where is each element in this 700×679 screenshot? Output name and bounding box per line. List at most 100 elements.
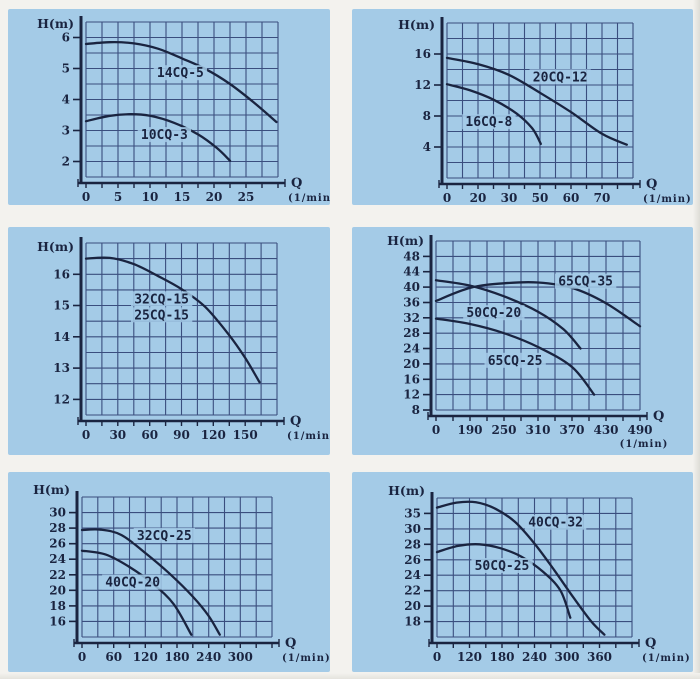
y-tick-label: 28 [403,326,420,340]
x-tick-label: 150 [233,428,258,442]
y-tick-label: 36 [403,296,420,310]
head-axis-label: H(m) [387,233,424,248]
x-tick-label: 370 [559,423,584,437]
y-tick-label: 22 [404,584,421,598]
head-axis-label: H(m) [398,17,435,32]
series-label: 50CQ-25 [475,559,530,574]
q-axis-label: Q [645,636,656,651]
head-axis-label: H(m) [37,16,74,31]
y-tick-label: 4 [62,93,70,107]
series-label: 32CQ-25 [137,529,192,544]
series-label-backing [555,273,617,289]
q-axis-label: Q [653,409,664,424]
y-tick-label: 16 [49,614,66,628]
y-tick-label: 6 [62,31,70,45]
x-tick-label: 10 [142,190,159,204]
x-tick-label: 5 [114,190,122,204]
flow-unit-label: (1/min) [282,653,330,664]
series-label-backing [133,527,195,543]
x-tick-label: 240 [522,650,547,664]
y-tick-label: 30 [49,506,66,520]
series-label: 20CQ-12 [533,70,588,85]
pump-curve-14cq-5 [84,40,278,124]
y-tick-label: 12 [53,392,70,406]
y-tick-label: 16 [53,267,70,281]
scan-edge-shadow-right [693,0,700,679]
x-tick-label: 120 [201,428,226,442]
x-tick-label: 180 [164,650,189,664]
pump-curve-32cq-25 [80,528,221,636]
pump-curve-65cq-35 [434,281,642,328]
pump-curve-65cq-25 [434,317,596,396]
pump-curve-10cq-3 [84,113,232,162]
head-axis-label: H(m) [33,482,70,497]
y-tick-label: 3 [62,124,70,138]
y-tick-label: 22 [49,568,66,582]
series-label-backing [131,307,193,323]
y-tick-label: 13 [53,361,70,375]
series-label-backing [471,558,533,573]
y-tick-label: 5 [62,62,70,76]
head-axis-label: H(m) [37,239,74,254]
y-tick-label: 20 [49,583,66,597]
x-tick-label: 60 [141,428,158,442]
x-tick-label: 30 [501,191,518,205]
series-label: 16CQ-8 [465,115,512,130]
series-label-backing [131,291,193,307]
series-label-backing [462,114,516,130]
y-tick-label: 8 [412,403,420,417]
series-label-backing [529,69,591,85]
y-tick-label: 24 [404,568,421,582]
y-tick-label: 2 [62,155,70,169]
x-tick-label: 180 [489,650,514,664]
series-label-backing [102,574,164,590]
y-tick-label: 26 [404,553,421,567]
x-tick-label: 60 [563,191,580,205]
chart-panel-65cq-35-50cq-20-65cq-25: 48 44 40 36 32 28 24 20 16 12 8 0 190 250 310 370 430 490… [352,227,693,455]
y-tick-label: 14 [53,330,70,344]
y-tick-label: 28 [49,521,66,535]
chart-panel-40cq-32-50cq-25: 35 30 28 26 24 22 20 18 0 120 180 240 300 360 Q (1/min)… [352,472,693,672]
y-tick-label: 12 [414,78,431,92]
x-tick-label: 430 [593,423,618,437]
series-label: 40CQ-32 [528,516,583,531]
y-tick-label: 20 [404,599,421,613]
flow-unit-label: (1/min) [287,431,330,442]
series-label: 10CQ-3 [141,128,188,143]
y-tick-label: 48 [403,249,420,263]
x-tick-label: 90 [173,428,190,442]
x-tick-label: 300 [554,650,579,664]
flow-unit-label: (1/min) [620,439,669,450]
y-tick-label: 28 [404,537,421,551]
y-tick-label: 16 [414,47,431,61]
y-tick-label: 18 [404,615,421,629]
x-tick-label: 30 [109,428,126,442]
series-label: 65CQ-35 [558,275,613,290]
y-tick-label: 35 [404,506,421,520]
series-label: 65CQ-25 [488,354,543,369]
scan-edge-shadow-bottom [0,673,700,679]
y-tick-label: 16 [403,372,420,386]
y-tick-label: 44 [403,265,420,279]
pump-curve-50cq-25 [435,543,572,619]
flow-unit-label: (1/min) [642,653,691,664]
x-tick-label: 20 [470,191,487,205]
x-tick-label: 0 [433,650,441,664]
x-tick-label: 120 [133,650,158,664]
pump-curve-40cq-32 [435,500,606,636]
y-tick-label: 8 [423,109,431,123]
series-label-backing [484,352,546,368]
y-tick-label: 40 [403,280,420,294]
y-tick-label: 4 [423,140,431,154]
head-axis-label: H(m) [388,483,425,498]
y-tick-label: 24 [49,552,66,566]
y-tick-label: 20 [403,357,420,371]
y-tick-label: 32 [403,311,420,325]
pump-curve-32cq-15-25cq-15 [84,256,261,384]
pump-curve-chart-32cq-15-25cq-15: 16151413120306090120150Q(1/min)H(m)32CQ-… [37,237,330,442]
series-label-backing [153,65,208,81]
